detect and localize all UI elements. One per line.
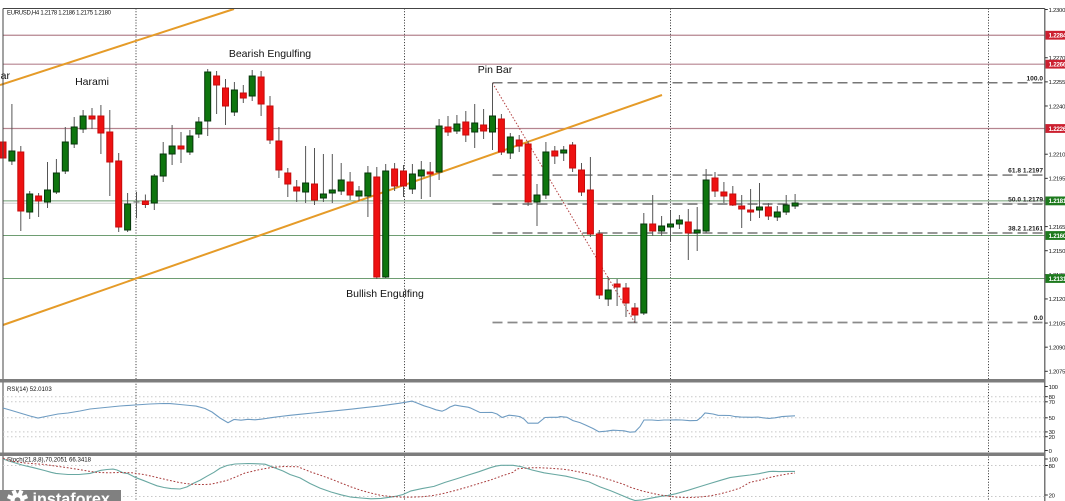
- svg-text:1.2270: 1.2270: [1049, 56, 1065, 62]
- svg-text:70: 70: [1049, 400, 1056, 406]
- svg-text:20: 20: [1049, 493, 1056, 499]
- svg-text:1.2300: 1.2300: [1049, 8, 1065, 14]
- svg-text:0: 0: [1049, 449, 1053, 455]
- svg-text:1.2181: 1.2181: [1049, 198, 1065, 205]
- svg-text:20: 20: [1049, 435, 1056, 441]
- svg-text:instaforex: instaforex: [33, 491, 110, 501]
- svg-text:1.2090: 1.2090: [1049, 345, 1065, 351]
- svg-text:1.2255: 1.2255: [1049, 80, 1065, 86]
- svg-text:38.2 1.2161: 38.2 1.2161: [1008, 226, 1043, 233]
- svg-text:Bearish Engulfing: Bearish Engulfing: [229, 48, 311, 60]
- svg-text:0.0: 0.0: [1034, 315, 1043, 322]
- svg-text:ar: ar: [1, 70, 11, 82]
- svg-text:EURUSD,H4 1.2178 1.2186 1.217: EURUSD,H4 1.2178 1.2186 1.2175 1.2180: [7, 11, 112, 17]
- svg-text:Stoch(21,8,8),70,2051 66.3418: Stoch(21,8,8),70,2051 66.3418: [7, 457, 92, 464]
- svg-text:1.2150: 1.2150: [1049, 249, 1065, 255]
- svg-text:100: 100: [1049, 385, 1059, 391]
- svg-text:1.2284: 1.2284: [1049, 33, 1065, 40]
- svg-text:1.2210: 1.2210: [1049, 153, 1065, 159]
- svg-text:100.0: 100.0: [1026, 75, 1043, 82]
- svg-text:1.2075: 1.2075: [1049, 370, 1065, 376]
- svg-text:1.2165: 1.2165: [1049, 225, 1065, 231]
- svg-text:30: 30: [1049, 430, 1056, 436]
- svg-text:1.2266: 1.2266: [1049, 61, 1065, 68]
- svg-text:Pin Bar: Pin Bar: [478, 64, 513, 76]
- svg-text:80: 80: [1049, 464, 1056, 470]
- svg-text:50.0 1.2179: 50.0 1.2179: [1008, 197, 1043, 204]
- svg-text:80: 80: [1049, 395, 1056, 401]
- svg-text:1.2195: 1.2195: [1049, 177, 1065, 183]
- svg-text:1.2120: 1.2120: [1049, 297, 1065, 303]
- svg-text:Harami: Harami: [75, 76, 109, 88]
- svg-text:1.2160: 1.2160: [1049, 233, 1065, 240]
- svg-text:1.2105: 1.2105: [1049, 321, 1065, 327]
- svg-text:61.8 1.2197: 61.8 1.2197: [1008, 168, 1043, 175]
- svg-text:1.2226: 1.2226: [1049, 126, 1065, 133]
- svg-text:RSI(14) 52.0103: RSI(14) 52.0103: [7, 386, 52, 393]
- svg-text:1.2240: 1.2240: [1049, 104, 1065, 110]
- svg-text:50: 50: [1049, 416, 1056, 422]
- svg-text:Bullish Engulfing: Bullish Engulfing: [346, 288, 424, 300]
- svg-text:100: 100: [1049, 457, 1059, 463]
- svg-text:1.2131: 1.2131: [1049, 276, 1065, 283]
